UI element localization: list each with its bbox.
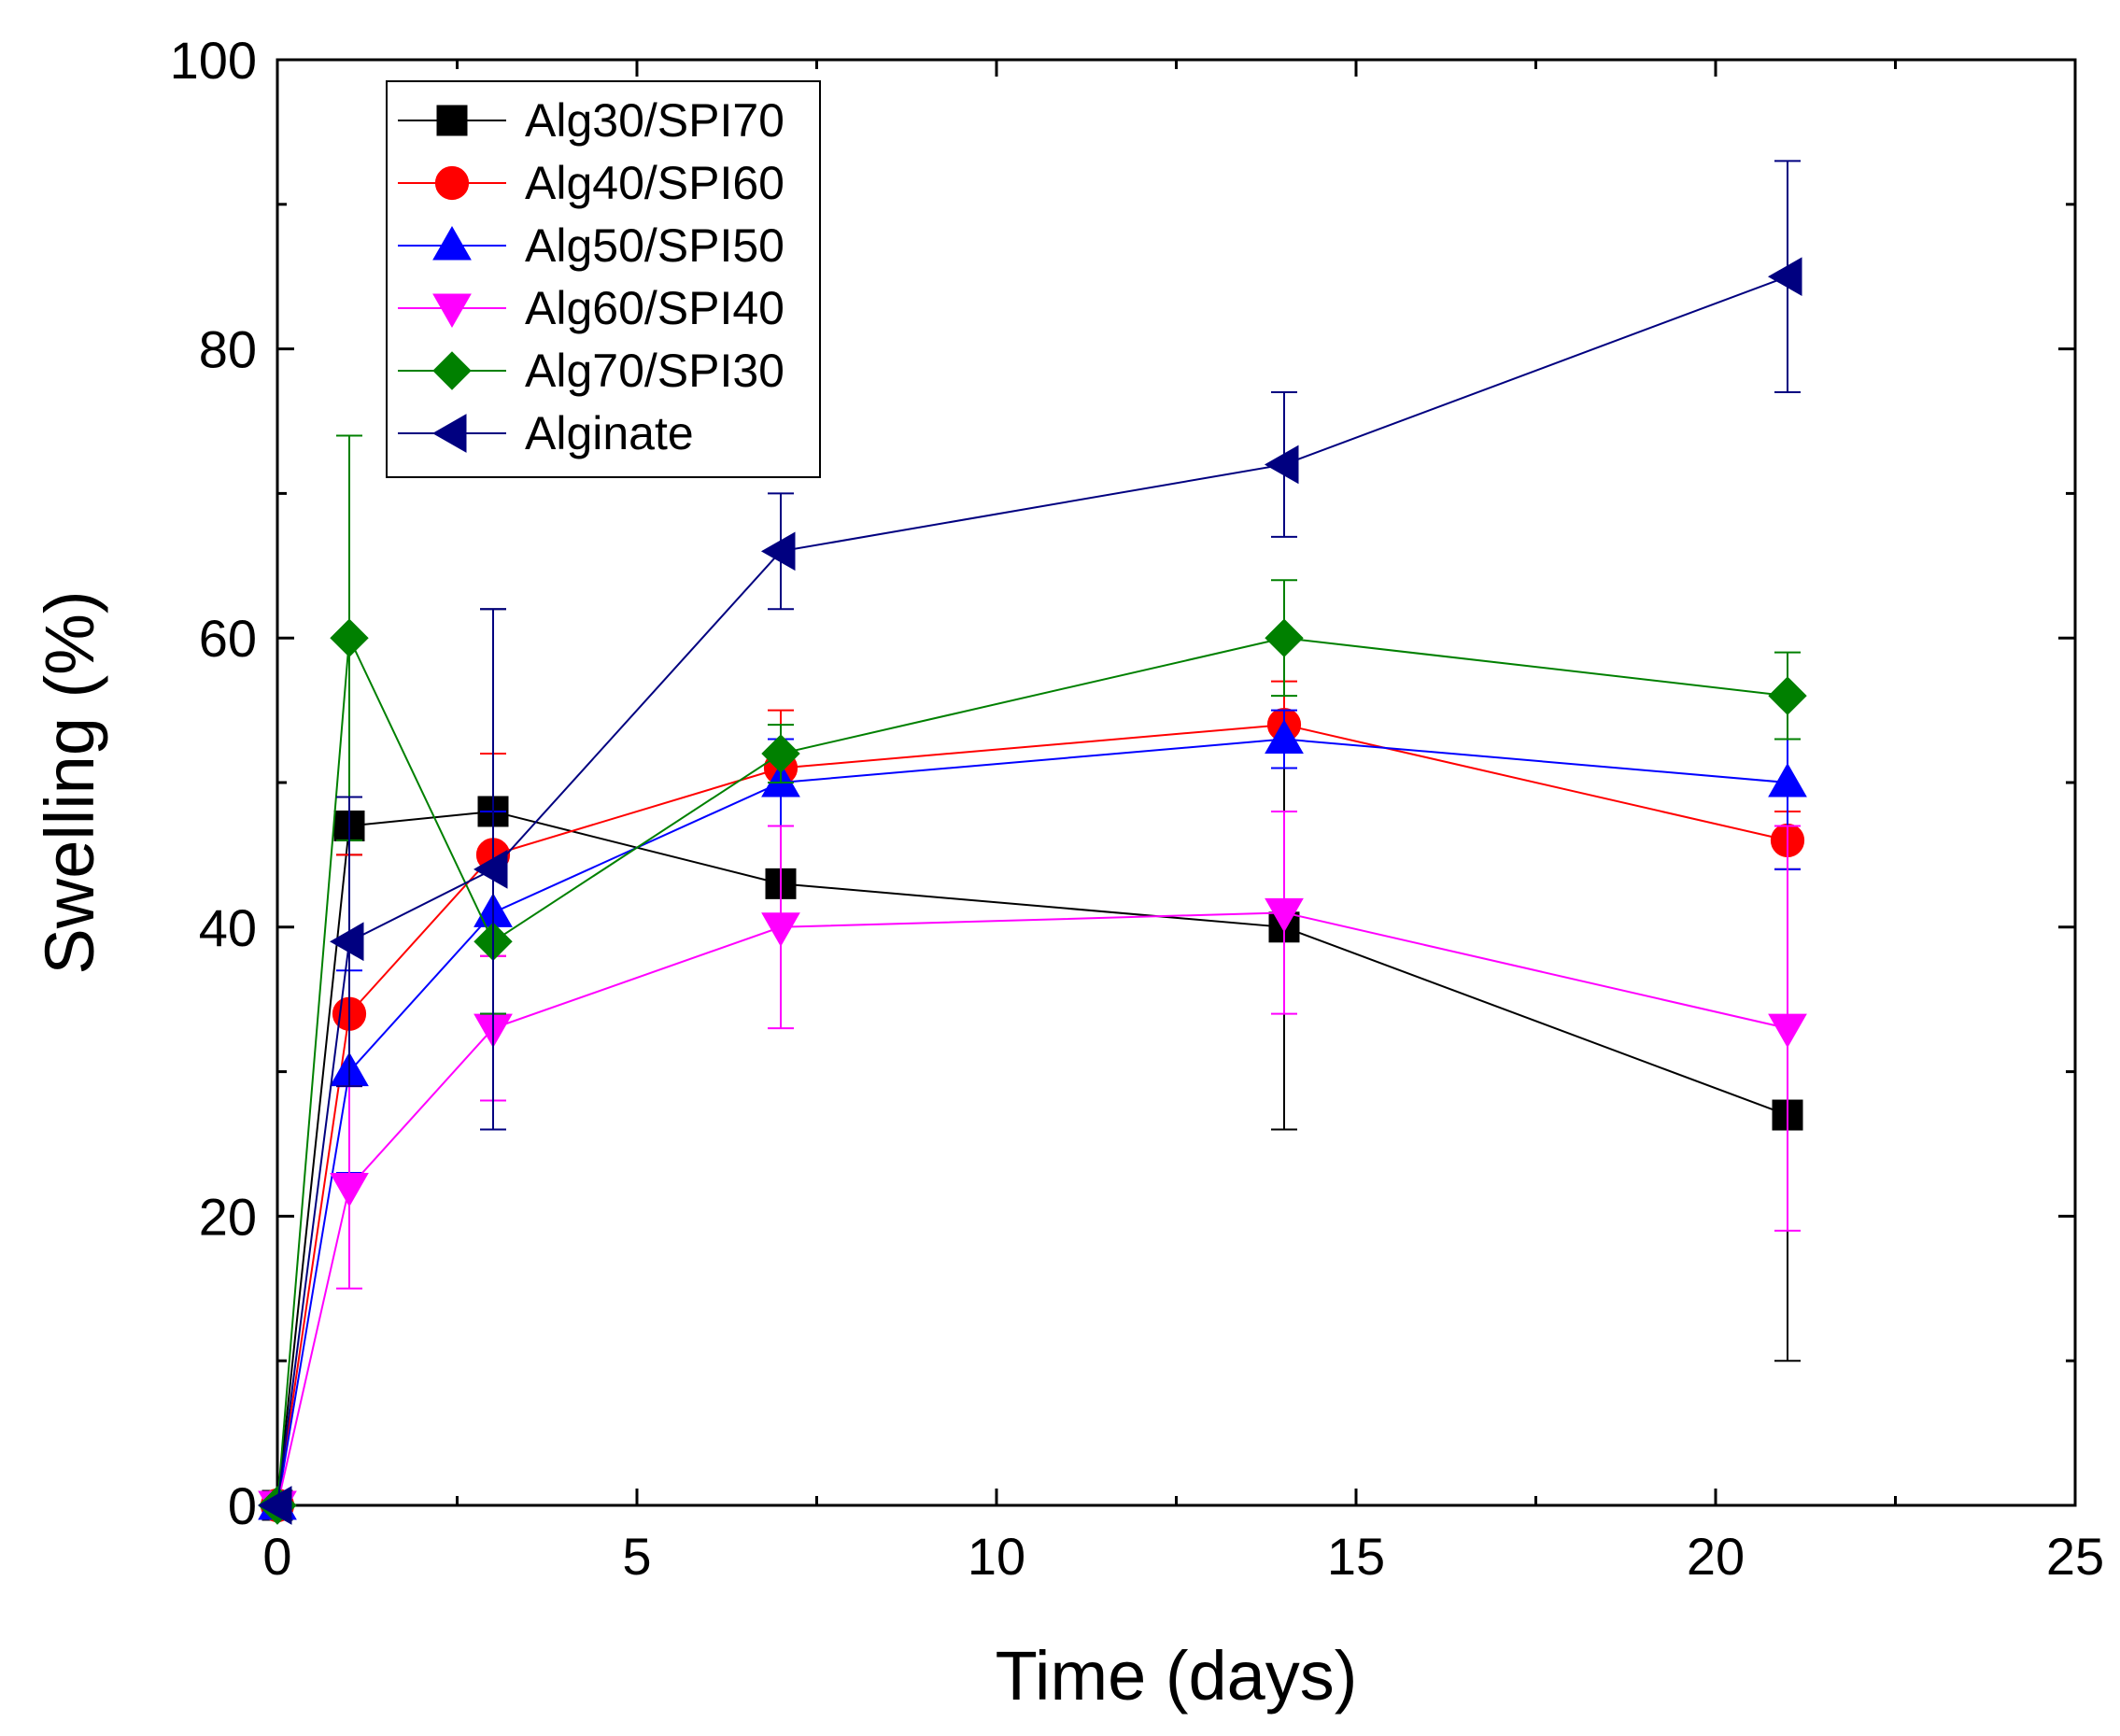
series-layer <box>257 160 1807 1526</box>
legend-box <box>386 80 821 478</box>
data-point <box>1264 445 1299 485</box>
series-line <box>276 634 1788 1506</box>
data-point <box>473 850 508 889</box>
x-tick-label: 10 <box>968 1527 1025 1586</box>
legend-item: Alg60/SPI40 <box>398 282 784 334</box>
data-point <box>330 1172 369 1207</box>
data-point <box>1265 897 1304 933</box>
x-tick-label: 15 <box>1327 1527 1385 1586</box>
data-point <box>760 531 796 572</box>
data-point <box>761 912 800 947</box>
legend-item: Alginate <box>398 407 694 459</box>
legend-label: Alginate <box>525 407 694 459</box>
legend-label: Alg60/SPI40 <box>525 282 784 334</box>
data-point <box>1768 676 1807 715</box>
series-line <box>276 275 1788 1506</box>
legend-label: Alg50/SPI50 <box>525 219 784 272</box>
plot-area: 0 5 10 15 20 25 0 20 40 60 80 100 <box>170 31 2105 1586</box>
legend-marker <box>436 105 468 136</box>
legend-marker <box>432 225 472 261</box>
data-point <box>761 734 800 773</box>
series-alginate <box>257 160 1802 1525</box>
y-tick-label: 0 <box>228 1476 257 1535</box>
legend-label: Alg70/SPI30 <box>525 345 784 397</box>
y-tick-label: 80 <box>199 320 257 379</box>
legend-item: Alg40/SPI60 <box>398 157 784 209</box>
legend-item: Alg70/SPI30 <box>398 345 784 397</box>
legend-marker <box>431 414 467 453</box>
axis-ticks: 0 5 10 15 20 25 0 20 40 60 80 100 <box>170 31 2105 1586</box>
legend-marker <box>432 293 472 329</box>
legend-item: Alg50/SPI50 <box>398 219 784 272</box>
data-point <box>1768 762 1807 797</box>
data-point <box>1767 257 1802 297</box>
y-tick-label: 60 <box>199 609 257 668</box>
legend-marker <box>434 165 470 201</box>
data-point <box>1265 618 1304 657</box>
x-tick-label: 25 <box>2046 1527 2104 1586</box>
x-axis-title: Time (days) <box>996 1637 1358 1715</box>
data-point <box>257 1486 292 1525</box>
y-tick-label: 100 <box>170 31 257 90</box>
x-tick-label: 20 <box>1687 1527 1745 1586</box>
legend-label: Alg40/SPI60 <box>525 157 784 209</box>
data-point <box>329 922 364 962</box>
legend-marker <box>432 351 472 390</box>
y-tick-label: 20 <box>199 1187 257 1246</box>
legend: Alg30/SPI70 Alg40/SPI60 Alg50/SPI50 Alg60/S… <box>386 80 821 478</box>
x-tick-label: 5 <box>622 1527 651 1586</box>
series-line <box>276 911 1788 1506</box>
series-line <box>276 724 1788 1506</box>
data-point <box>1265 719 1304 755</box>
legend-label: Alg30/SPI70 <box>525 94 784 147</box>
y-tick-label: 40 <box>199 898 257 957</box>
x-tick-label: 0 <box>262 1527 291 1586</box>
series-alg70-spi30 <box>258 434 1807 1525</box>
data-point <box>1768 1013 1807 1049</box>
y-axis-title: Swelling (%) <box>31 590 108 974</box>
data-point <box>330 618 369 657</box>
legend-item: Alg30/SPI70 <box>398 94 784 147</box>
